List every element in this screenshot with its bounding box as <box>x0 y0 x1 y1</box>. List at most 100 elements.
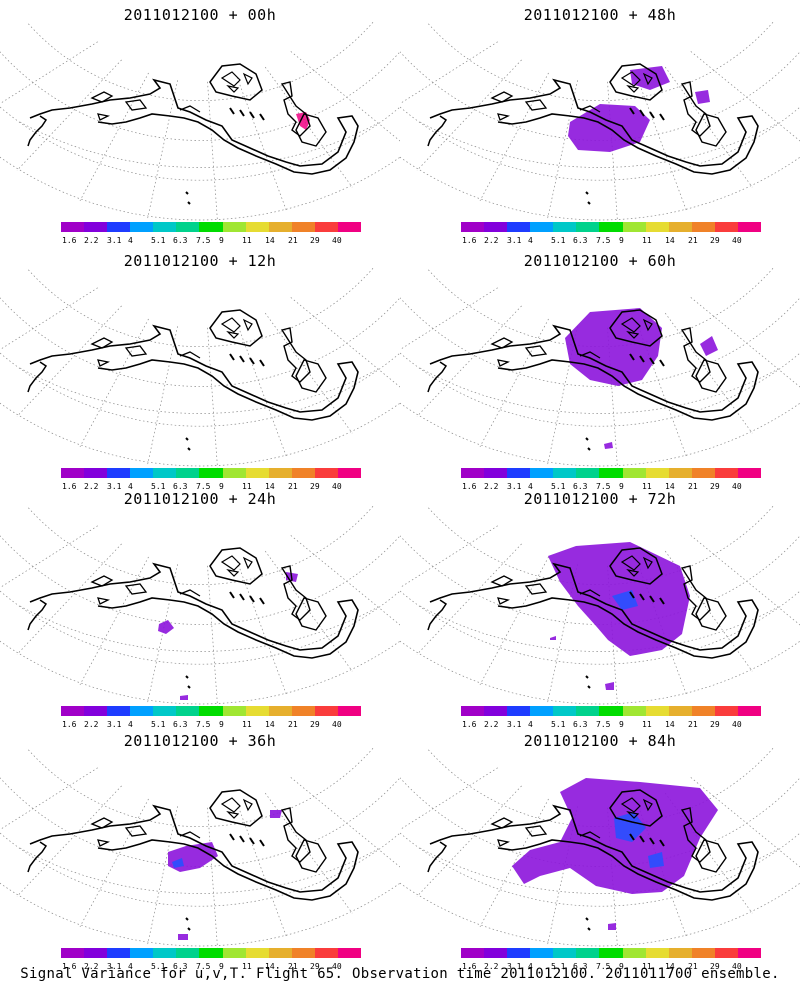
colorbar-swatch <box>314 468 338 478</box>
colorbar-label: 4 <box>128 482 133 491</box>
colorbar-swatch <box>530 468 554 478</box>
colorbar-swatch <box>507 706 531 716</box>
map-panel-24h: 2011012100 + 24h 1.6 2.2 3.1 4 5.1 6.3 7.5 9 11 14… <box>0 484 400 730</box>
colorbar-label: 6.3 <box>573 236 588 245</box>
polar-map-00h <box>0 22 400 222</box>
polar-map-24h <box>0 506 400 706</box>
colorbar-swatch <box>130 948 154 958</box>
colorbar-label: 2.2 <box>484 962 499 971</box>
colorbar-label: 29 <box>710 720 720 729</box>
variance-region <box>648 852 664 868</box>
colorbar-label: 21 <box>288 236 298 245</box>
colorbar-label: 14 <box>665 962 675 971</box>
colorbar-swatch <box>130 706 154 716</box>
colorbar-swatch <box>622 222 646 232</box>
colorbar-swatch <box>291 222 315 232</box>
polar-map-60h <box>400 268 800 468</box>
map-panel-48h: 2011012100 + 48h 1.6 2.2 3.1 4 5.1 6.3 7.5 9 11 14… <box>400 0 800 246</box>
colorbar-label: 6.3 <box>173 720 188 729</box>
colorbar-swatch <box>268 706 292 716</box>
colorbar-labels: 1.6 2.2 3.1 4 5.1 6.3 7.5 9 11 14 21 29 40 <box>455 482 775 492</box>
colorbar-swatch <box>714 222 738 232</box>
colorbar-label: 2.2 <box>84 482 99 491</box>
colorbar-swatch <box>268 222 292 232</box>
colorbar-label: 7.5 <box>596 962 611 971</box>
map-panel-00h: 2011012100 + 00h 1.6 2.2 3.1 4 5.1 6.3 7.5 9 11 14… <box>0 0 400 246</box>
variance-region <box>158 620 174 634</box>
colorbar-label: 11 <box>642 720 652 729</box>
colorbar-label: 4 <box>128 236 133 245</box>
colorbar-swatch <box>314 222 338 232</box>
colorbar-label: 14 <box>665 236 675 245</box>
colorbar-label: 7.5 <box>196 482 211 491</box>
colorbar-swatch <box>337 222 362 232</box>
colorbar-labels: 1.6 2.2 3.1 4 5.1 6.3 7.5 9 11 14 21 29 40 <box>55 962 375 972</box>
variance-region <box>178 934 188 940</box>
figure-caption: Signal Variance for u,v,T. Flight 65. Ob… <box>20 966 780 982</box>
colorbar-swatch <box>553 706 577 716</box>
colorbar-swatch <box>222 468 246 478</box>
colorbar-label: 1.6 <box>462 962 477 971</box>
colorbar-label: 4 <box>128 962 133 971</box>
colorbar-label: 40 <box>332 236 342 245</box>
colorbar-swatch <box>199 468 223 478</box>
colorbar-label: 9 <box>619 962 624 971</box>
colorbar-label: 29 <box>710 962 720 971</box>
colorbar-label: 14 <box>265 482 275 491</box>
colorbar-swatch <box>291 468 315 478</box>
colorbar-swatch <box>668 468 692 478</box>
colorbar-label: 4 <box>528 236 533 245</box>
colorbar <box>461 948 762 958</box>
colorbar-swatch <box>530 222 554 232</box>
colorbar-swatch <box>461 706 485 716</box>
map-panel-60h: 2011012100 + 60h 1.6 2.2 3.1 4 5.1 6.3 7.5 9 11 14… <box>400 246 800 492</box>
variance-region <box>604 442 613 449</box>
polar-map-12h <box>0 268 400 468</box>
colorbar-swatch <box>599 706 623 716</box>
colorbar-swatch <box>61 948 85 958</box>
colorbar-label: 7.5 <box>596 720 611 729</box>
variance-region <box>550 636 556 640</box>
colorbar-label: 1.6 <box>62 236 77 245</box>
colorbar-swatch <box>737 468 762 478</box>
panel-title: 2011012100 + 84h <box>523 732 677 750</box>
polar-map-48h <box>400 22 800 222</box>
colorbar-swatch <box>291 706 315 716</box>
variance-region <box>605 682 614 690</box>
colorbar-label: 40 <box>732 720 742 729</box>
colorbar-swatch <box>153 222 177 232</box>
colorbar-swatch <box>576 222 600 232</box>
colorbar-label: 29 <box>310 720 320 729</box>
map-panel-84h: 2011012100 + 84h 1.6 2.2 3.1 4 5.1 6.3 7.5 9 11 14… <box>400 726 800 972</box>
colorbar-swatch <box>84 948 108 958</box>
colorbar-swatch <box>107 222 131 232</box>
colorbar-label: 7.5 <box>196 236 211 245</box>
colorbar-swatch <box>599 468 623 478</box>
colorbar-label: 9 <box>219 236 224 245</box>
colorbar-swatch <box>645 222 669 232</box>
colorbar-label: 29 <box>710 236 720 245</box>
colorbar-swatch <box>130 222 154 232</box>
colorbar-swatch <box>84 706 108 716</box>
variance-region <box>180 695 188 700</box>
colorbar-labels: 1.6 2.2 3.1 4 5.1 6.3 7.5 9 11 14 21 29 40 <box>455 720 775 730</box>
colorbar-swatch <box>737 706 762 716</box>
colorbar-swatch <box>645 706 669 716</box>
colorbar-swatch <box>737 222 762 232</box>
colorbar-label: 1.6 <box>62 482 77 491</box>
colorbar-label: 4 <box>128 720 133 729</box>
colorbar-label: 29 <box>310 482 320 491</box>
colorbar-label: 4 <box>528 482 533 491</box>
colorbar-label: 1.6 <box>62 720 77 729</box>
colorbar-labels: 1.6 2.2 3.1 4 5.1 6.3 7.5 9 11 14 21 29 40 <box>455 236 775 246</box>
colorbar-label: 2.2 <box>484 236 499 245</box>
colorbar-swatch <box>737 948 762 958</box>
colorbar-label: 14 <box>265 236 275 245</box>
colorbar-swatch <box>714 468 738 478</box>
colorbar-label: 9 <box>219 720 224 729</box>
colorbar-swatch <box>553 222 577 232</box>
colorbar-swatch <box>199 948 223 958</box>
colorbar-swatch <box>84 222 108 232</box>
colorbar-label: 14 <box>265 720 275 729</box>
colorbar-label: 11 <box>642 962 652 971</box>
